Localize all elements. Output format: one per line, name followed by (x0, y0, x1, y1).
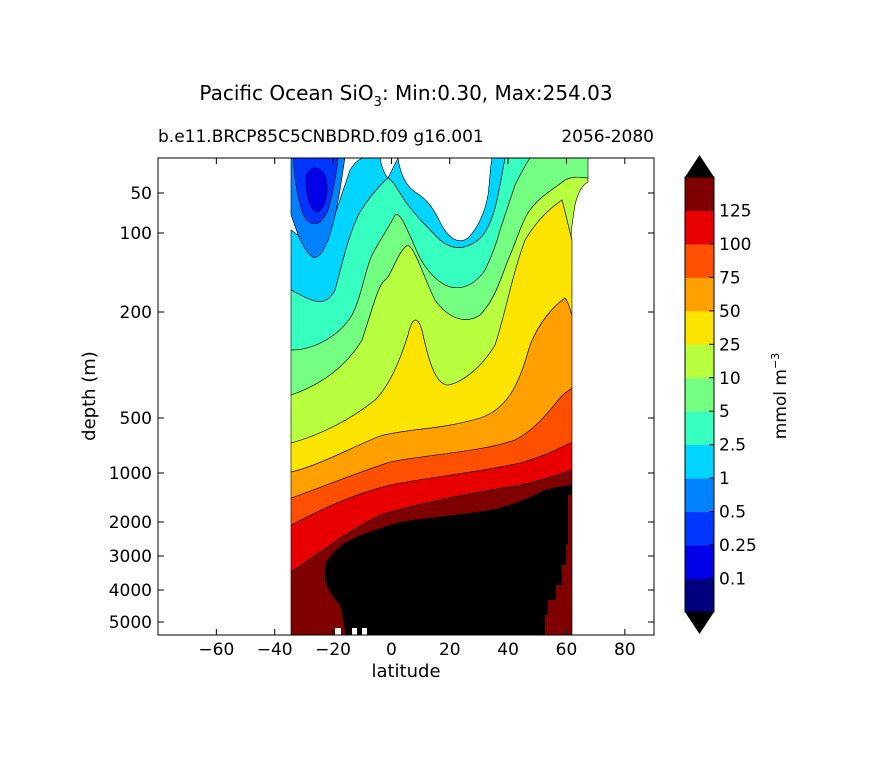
colorbar-tick-label: 2.5 (719, 436, 746, 456)
colorbar-swatch (685, 243, 714, 278)
colorbar-swatch (685, 377, 714, 412)
colorbar-swatch (685, 210, 714, 245)
seafloor-gap (362, 628, 367, 635)
colorbar-swatch (685, 411, 714, 446)
colorbar-extend-under (685, 612, 714, 634)
chart-subtitle-left: b.e11.BRCP85C5CNBDRD.f09 g16.001 (158, 127, 484, 147)
chart-title-subscript: 3 (374, 95, 382, 110)
colorbar-tick-label: 5 (719, 402, 730, 422)
y-tick-label: 100 (120, 224, 152, 244)
colorbar-tick-label: 1 (719, 469, 730, 489)
colorbar-tick-label: 25 (719, 335, 741, 355)
colorbar-tick-label: 50 (719, 302, 741, 322)
x-tick-label: 40 (497, 640, 519, 660)
chart-title-rest: : Min:0.30, Max:254.03 (382, 81, 613, 105)
colorbar: 0.1 0.25 0.5 1 2.5 5 10 25 50 75 100 125 (684, 155, 757, 634)
colorbar-tick-label: 125 (719, 201, 751, 221)
colorbar-swatch (685, 277, 714, 312)
colorbar-label-exponent: −3 (769, 353, 782, 369)
y-tick-label: 4000 (109, 581, 152, 601)
y-tick-label: 500 (120, 409, 152, 429)
plot-area (158, 158, 654, 635)
chart-title: Pacific Ocean SiO3: Min:0.30, Max:254.03 (199, 81, 612, 110)
colorbar-tick-label: 0.1 (719, 570, 746, 590)
colorbar-extend-over (685, 155, 714, 177)
colorbar-swatch (685, 177, 714, 211)
seafloor-gap (335, 628, 341, 635)
x-tick-label: 20 (439, 640, 461, 660)
x-tick-label: 60 (556, 640, 578, 660)
x-axis-label: latitude (371, 661, 440, 682)
y-tick-label: 1000 (109, 464, 152, 484)
colorbar-tick-label: 100 (719, 235, 751, 255)
y-axis: 50 100 200 500 1000 2000 3000 4000 5000 (109, 184, 654, 633)
y-axis-label: depth (m) (79, 351, 100, 441)
y-tick-label: 5000 (109, 613, 152, 633)
colorbar-label-unit: mmol m (771, 369, 791, 439)
y-tick-label: 200 (120, 303, 152, 323)
x-axis: −60 −40 −20 0 20 40 60 80 (198, 158, 636, 660)
chart-subtitle-right: 2056-2080 (561, 127, 654, 147)
x-tick-label: −40 (257, 640, 293, 660)
colorbar-tick-label: 10 (719, 369, 741, 389)
y-tick-label: 50 (130, 184, 152, 204)
chart-title-main: Pacific Ocean SiO (199, 81, 373, 105)
colorbar-swatch (685, 511, 714, 546)
colorbar-swatch (685, 478, 714, 513)
seafloor-gap (352, 628, 357, 635)
x-tick-label: 0 (386, 640, 397, 660)
y-tick-label: 3000 (109, 547, 152, 567)
contour-fill-0.1-0.25 (305, 167, 328, 213)
colorbar-tick-label: 0.25 (719, 536, 757, 556)
colorbar-tick-label: 75 (719, 268, 741, 288)
plot-frame (157, 157, 655, 636)
colorbar-frame (684, 176, 715, 613)
colorbar-tick-label: 0.5 (719, 503, 746, 523)
colorbar-swatch (685, 545, 714, 580)
colorbar-swatch (685, 344, 714, 379)
colorbar-label: mmol m−3 (769, 353, 791, 439)
colorbar-swatch (685, 578, 714, 613)
colorbar-swatch (685, 444, 714, 479)
x-tick-label: −20 (315, 640, 351, 660)
x-tick-label: 80 (614, 640, 636, 660)
x-tick-label: −60 (198, 640, 234, 660)
ocean-floor-mask (325, 485, 572, 635)
y-tick-label: 2000 (109, 513, 152, 533)
colorbar-swatch (685, 310, 714, 345)
